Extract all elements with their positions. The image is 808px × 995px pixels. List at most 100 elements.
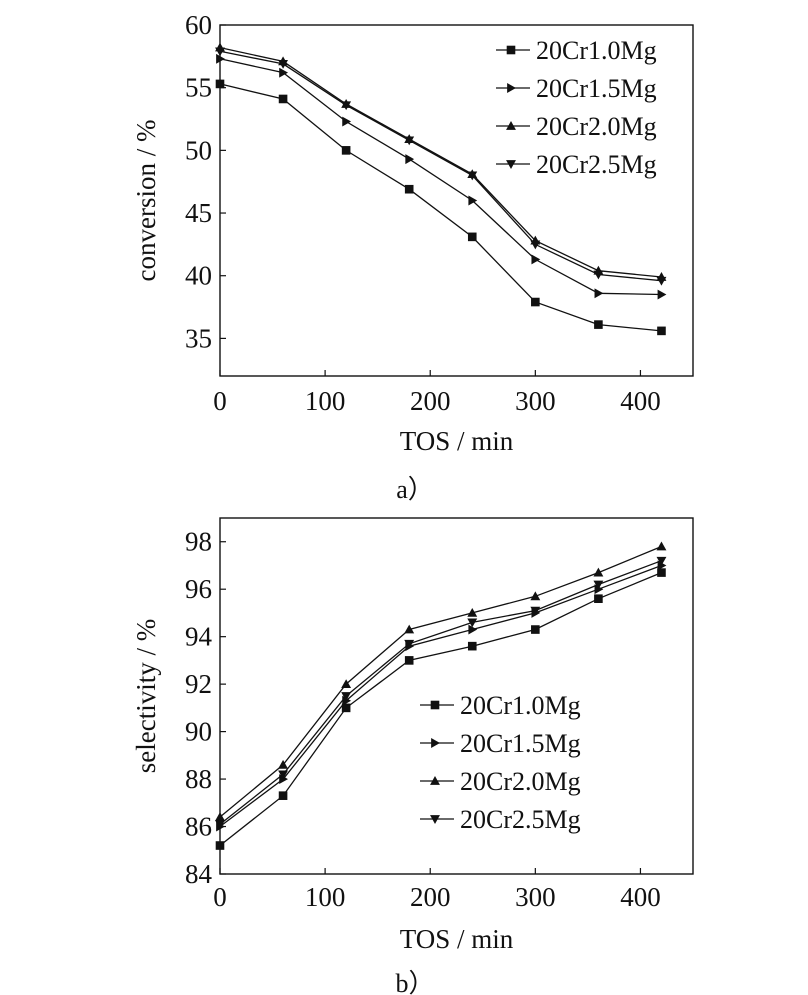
x-axis-label: TOS / min xyxy=(400,924,514,954)
series-line xyxy=(219,50,662,282)
data-point xyxy=(657,289,667,300)
data-point xyxy=(467,618,478,628)
data-point xyxy=(467,607,478,617)
data-point xyxy=(404,184,414,194)
data-point xyxy=(279,774,289,785)
data-point xyxy=(216,53,225,64)
data-point xyxy=(215,841,225,850)
y-axis-label: conversion / % xyxy=(131,120,161,282)
data-point xyxy=(594,584,604,595)
y-axis-label: selectivity / % xyxy=(131,619,161,773)
data-point xyxy=(404,136,415,146)
data-point xyxy=(278,94,288,104)
series-line xyxy=(219,545,662,818)
y-tick-label: 84 xyxy=(185,859,213,889)
legend-marker xyxy=(430,700,440,710)
plot-frame xyxy=(219,24,694,377)
legend-label: 20Cr1.0Mg xyxy=(536,36,657,65)
data-point xyxy=(531,254,541,265)
series-20Cr1.5Mg xyxy=(216,53,667,300)
data-point xyxy=(342,116,352,127)
data-point xyxy=(656,556,667,566)
data-point xyxy=(341,146,351,155)
y-tick-label: 98 xyxy=(185,527,212,557)
legend-label: 20Cr2.5Mg xyxy=(460,805,581,834)
data-point xyxy=(656,541,667,551)
data-point xyxy=(278,759,289,769)
data-point xyxy=(278,770,289,780)
series-line xyxy=(219,560,662,825)
x-tick-label: 300 xyxy=(515,386,556,416)
x-tick-label: 400 xyxy=(620,882,661,912)
data-point xyxy=(278,791,288,800)
legend-label: 20Cr2.0Mg xyxy=(460,767,581,796)
x-axis-label: TOS / min xyxy=(400,426,514,456)
data-point xyxy=(593,270,604,280)
legend: 20Cr1.0Mg 20Cr1.5Mg 20Cr2.0Mg 20Cr2.5Mg xyxy=(420,691,581,834)
data-point xyxy=(404,656,414,665)
y-tick-label: 86 xyxy=(185,812,212,842)
legend-marker xyxy=(506,121,516,130)
data-point xyxy=(215,820,225,830)
y-tick-label: 40 xyxy=(185,261,212,291)
panel-label: b） xyxy=(395,969,434,995)
data-point xyxy=(341,703,351,713)
data-point xyxy=(594,288,604,299)
x-tick-label: 0 xyxy=(213,386,227,416)
data-point xyxy=(531,297,540,307)
legend-item: 20Cr2.0Mg xyxy=(496,112,657,141)
legend-item: 20Cr1.0Mg xyxy=(420,691,581,720)
y-tick-label: 94 xyxy=(185,622,213,652)
legend-marker xyxy=(430,815,440,824)
x-tick-label: 100 xyxy=(305,882,346,912)
data-point xyxy=(215,79,225,89)
chart-panel-a: 0 100 200 300 400 35 40 45 50 55 60 TOS / min conver… xyxy=(131,10,694,504)
y-tick-label: 45 xyxy=(185,198,212,228)
x-tick-label: 0 xyxy=(213,882,227,912)
x-tick-label: 300 xyxy=(515,882,556,912)
series-20Cr2.5Mg xyxy=(215,47,667,286)
data-point xyxy=(341,692,352,701)
data-point xyxy=(278,59,289,69)
legend-label: 20Cr2.0Mg xyxy=(536,112,657,141)
y-tick-label: 88 xyxy=(185,764,212,794)
legend-item: 20Cr1.0Mg xyxy=(496,36,657,65)
legend-label: 20Cr1.0Mg xyxy=(460,691,581,720)
data-point xyxy=(593,567,604,577)
data-point xyxy=(467,232,477,242)
data-point xyxy=(530,240,541,250)
x-tick-label: 200 xyxy=(410,386,451,416)
x-tick-label: 200 xyxy=(410,882,451,912)
data-point xyxy=(657,560,667,571)
data-point xyxy=(215,47,225,57)
legend: 20Cr1.0Mg 20Cr1.5Mg 20Cr2.0Mg 20Cr2.5Mg xyxy=(496,36,657,179)
data-point xyxy=(279,67,289,78)
legend-marker xyxy=(506,160,516,169)
data-point xyxy=(405,154,415,165)
data-point xyxy=(530,591,541,601)
y-tick-label: 92 xyxy=(185,669,212,699)
data-point xyxy=(531,625,540,634)
legend-item: 20Cr2.5Mg xyxy=(496,150,657,179)
legend-marker xyxy=(431,738,440,748)
legend-marker xyxy=(506,45,516,55)
series-line xyxy=(219,58,662,296)
plot-frame xyxy=(219,517,694,875)
data-point xyxy=(341,101,352,111)
legend-item: 20Cr2.0Mg xyxy=(420,767,581,796)
data-point xyxy=(657,326,666,336)
data-point xyxy=(404,624,415,634)
legend-label: 20Cr1.5Mg xyxy=(460,729,581,758)
y-tick-label: 60 xyxy=(185,10,212,40)
series-line xyxy=(219,571,662,847)
data-point xyxy=(657,568,666,577)
data-point xyxy=(656,276,667,286)
legend-marker xyxy=(430,776,440,785)
data-point xyxy=(467,171,478,181)
data-point xyxy=(594,594,603,603)
legend-label: 20Cr2.5Mg xyxy=(536,150,657,179)
series-20Cr1.0Mg xyxy=(215,79,666,336)
legend-item: 20Cr1.5Mg xyxy=(496,74,657,103)
data-point xyxy=(215,812,225,821)
